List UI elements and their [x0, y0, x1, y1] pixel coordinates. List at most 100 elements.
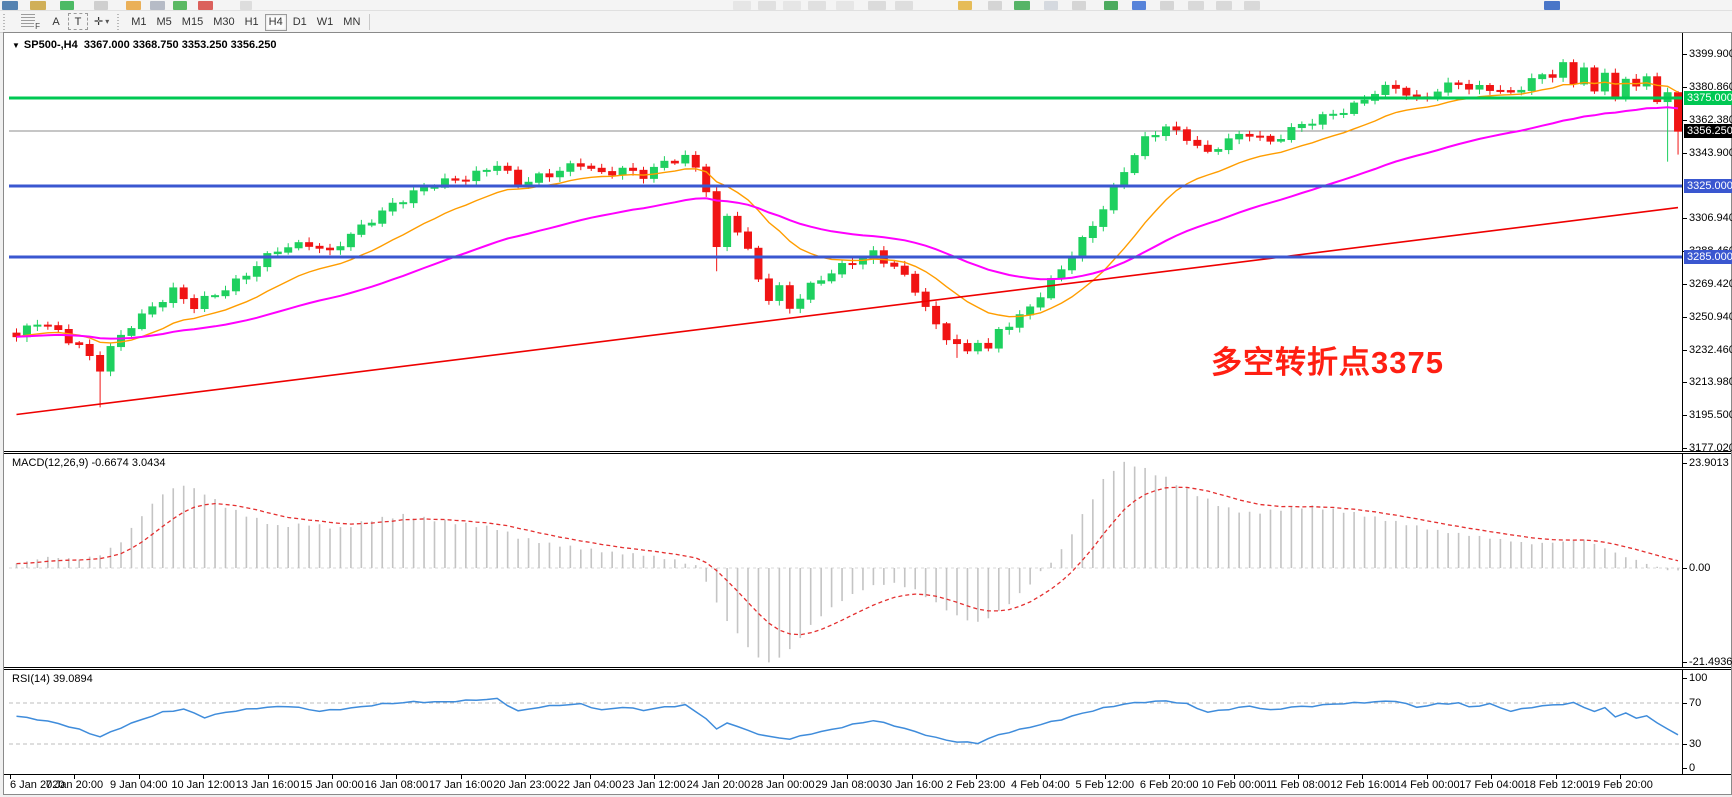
clipped-toolbar-icon[interactable]: [808, 1, 826, 10]
timeframe-h4-button[interactable]: H4: [264, 13, 287, 31]
clipped-toolbar-icon[interactable]: [2, 1, 18, 10]
time-label: 4 Feb 04:00: [1011, 779, 1070, 791]
main-chart-surface[interactable]: [4, 33, 1731, 794]
time-tick: [1491, 775, 1493, 779]
time-tick: [782, 775, 784, 779]
clipped-toolbar-icon[interactable]: [1160, 1, 1174, 10]
time-label: 22 Jan 04:00: [557, 779, 622, 791]
time-label: 13 Jan 16:00: [235, 779, 300, 791]
clipped-toolbar-icon[interactable]: [895, 1, 913, 10]
rsi-pane-separator[interactable]: [4, 667, 1731, 670]
axis-tick: [1682, 678, 1687, 679]
clipped-toolbar-icon[interactable]: [988, 1, 1002, 10]
clipped-toolbar-icon[interactable]: [173, 1, 187, 10]
time-tick: [1426, 775, 1428, 779]
crosshair-icon: ✛: [94, 16, 104, 28]
axis-tick: [1682, 218, 1687, 219]
timeframe-m15-button[interactable]: M15: [178, 14, 207, 31]
clipped-toolbar-icon[interactable]: [758, 1, 776, 10]
clipped-toolbar-icon[interactable]: [126, 1, 141, 10]
axis-tick: [1682, 415, 1687, 416]
axis-label: 3250.940: [1689, 311, 1732, 323]
cursor-mode-button[interactable]: ✛ ▾: [90, 13, 113, 30]
time-tick: [267, 775, 269, 779]
time-tick: [1362, 775, 1364, 779]
clipped-toolbar-icon[interactable]: [94, 1, 108, 10]
clipped-toolbar-icon[interactable]: [836, 1, 854, 10]
time-label: 5 Feb 12:00: [1075, 779, 1135, 791]
text-label-button[interactable]: T: [68, 13, 88, 30]
clipped-toolbar-icon[interactable]: [1544, 1, 1560, 10]
price-axis-line: [1682, 33, 1683, 774]
time-tick: [203, 775, 205, 779]
time-tick: [525, 775, 527, 779]
clipped-toolbar-icon[interactable]: [1244, 1, 1260, 10]
timeframe-group: M1 M5 M15 M30 H1 H4 D1 W1 MN: [126, 12, 365, 31]
chart-toolbar: F A T ✛ ▾ M1 M5 M15 M30 H1 H4 D1 W1 MN: [0, 11, 1732, 33]
axis-label: 3362.380: [1689, 114, 1732, 126]
time-axis-strip[interactable]: [4, 775, 1731, 794]
annotate-letter-button[interactable]: A: [46, 13, 66, 30]
time-label: 10 Jan 12:00: [171, 779, 235, 791]
chart-title: ▼ SP500-,H4 3367.000 3368.750 3353.250 33…: [12, 39, 277, 51]
clipped-toolbar-icon[interactable]: [1104, 1, 1118, 10]
time-label: 17 Feb 04:00: [1459, 779, 1525, 791]
time-tick: [1298, 775, 1299, 779]
timeframe-m1-button[interactable]: M1: [127, 14, 150, 31]
clipped-toolbar-icon[interactable]: [1044, 1, 1058, 10]
axis-tick: [1682, 87, 1687, 88]
time-label: 11 Feb 08:00: [1266, 779, 1331, 791]
timeframe-m5-button[interactable]: M5: [153, 14, 176, 31]
time-tick: [1169, 775, 1171, 779]
time-tick: [1040, 775, 1042, 779]
clipped-toolbar-icon[interactable]: [1188, 1, 1204, 10]
clipped-toolbar-icon[interactable]: [198, 1, 213, 10]
clipped-toolbar-icon[interactable]: [150, 1, 165, 10]
macd-pane-separator[interactable]: [4, 451, 1731, 454]
clipped-toolbar-icon[interactable]: [1132, 1, 1146, 10]
clipped-toolbar-icon[interactable]: [868, 1, 886, 10]
rsi-indicator-label: RSI(14) 39.0894: [12, 673, 93, 685]
collapse-triangle-icon[interactable]: ▼: [12, 41, 20, 50]
time-tick: [1620, 775, 1621, 779]
axis-tick: [1682, 382, 1687, 383]
axis-label: 3269.420: [1689, 278, 1732, 290]
clipped-toolbar-icon[interactable]: [958, 1, 972, 10]
toolbar-grip[interactable]: [117, 13, 125, 30]
timeframe-h1-button[interactable]: H1: [241, 14, 263, 31]
price-level-badge: 3356.250: [1684, 124, 1732, 138]
toolbar-row-clipped: [0, 0, 1732, 11]
clipped-toolbar-icon[interactable]: [30, 1, 46, 10]
time-tick: [396, 775, 398, 779]
axis-label: -21.4936: [1689, 656, 1732, 668]
clipped-toolbar-icon[interactable]: [1014, 1, 1030, 10]
time-label: 7 Jan 20:00: [45, 779, 104, 791]
clipped-toolbar-icon[interactable]: [783, 1, 801, 10]
clipped-toolbar-icon[interactable]: [1216, 1, 1232, 10]
time-tick: [74, 775, 76, 779]
axis-label: 70: [1689, 697, 1702, 709]
timeframe-d1-button[interactable]: D1: [289, 14, 311, 31]
toolbar-grip[interactable]: [3, 13, 10, 30]
axis-tick: [1682, 317, 1687, 318]
clipped-toolbar-icon[interactable]: [1072, 1, 1086, 10]
timeframe-w1-button[interactable]: W1: [313, 14, 338, 31]
time-label: 23 Jan 12:00: [622, 779, 686, 791]
timeframe-m30-button[interactable]: M30: [209, 14, 238, 31]
clipped-toolbar-icon[interactable]: [60, 1, 74, 10]
time-tick: [1104, 775, 1106, 779]
time-tick: [1555, 775, 1557, 779]
timeframe-mn-button[interactable]: MN: [339, 14, 364, 31]
time-tick: [976, 775, 977, 779]
time-tick: [654, 775, 655, 779]
periodicity-grid-button[interactable]: F: [13, 12, 44, 31]
axis-tick: [1682, 284, 1687, 285]
clipped-toolbar-icon[interactable]: [240, 1, 252, 10]
time-axis-border: [4, 774, 1731, 775]
time-label: 14 Feb 00:00: [1394, 779, 1460, 791]
time-label: 20 Jan 23:00: [493, 779, 557, 791]
time-label: 9 Jan 04:00: [110, 779, 168, 791]
clipped-toolbar-icon[interactable]: [733, 1, 751, 10]
axis-label: 3380.860: [1689, 81, 1732, 93]
